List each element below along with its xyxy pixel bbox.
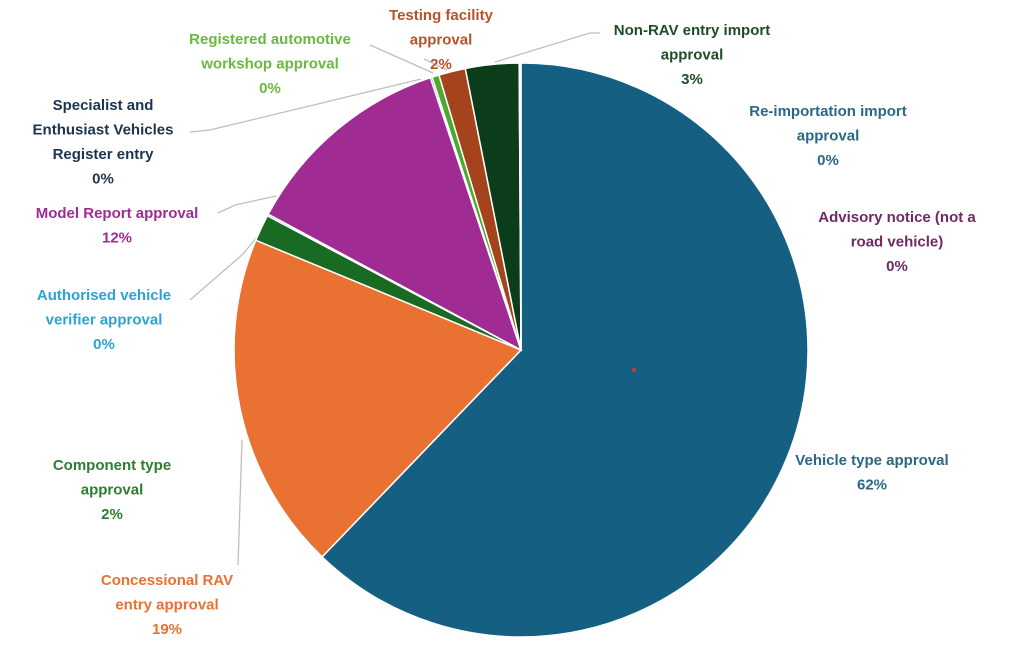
- slice-label-percent: 3%: [681, 71, 703, 88]
- slice-label-text: Re-importation import: [749, 103, 907, 120]
- slice-label-percent: 0%: [259, 80, 281, 97]
- slice-label-percent: 12%: [102, 230, 132, 247]
- slice-label-text: entry approval: [115, 597, 218, 614]
- slice-label-text: Non-RAV entry import: [614, 22, 770, 39]
- slice-label-text: verifier approval: [46, 312, 163, 329]
- slice-label-10: Advisory notice (not a road vehicle) 0%: [818, 209, 976, 275]
- slice-label-5: Specialist and Enthusiast Vehicles Registe…: [33, 97, 174, 188]
- slice-label-text: approval: [81, 482, 144, 499]
- slice-label-4: Model Report approval 12%: [36, 205, 199, 247]
- slice-label-text: approval: [410, 32, 473, 49]
- slice-label-text: Advisory notice (not a: [818, 209, 976, 226]
- slice-label-text: Concessional RAV: [101, 572, 233, 589]
- slice-labels: Vehicle type approval 62% Concessional RAV…: [33, 7, 977, 638]
- slice-label-percent: 0%: [817, 152, 839, 169]
- leader-line-5: [189, 78, 422, 133]
- slice-label-text: Authorised vehicle: [37, 287, 171, 304]
- slice-label-text: workshop approval: [200, 56, 339, 73]
- slice-label-1: Concessional RAV entry approval 19%: [101, 572, 233, 638]
- slice-label-8: Non-RAV entry import approval 3%: [614, 22, 770, 88]
- slice-label-percent: 0%: [886, 258, 908, 275]
- slice-label-text: Register entry: [53, 146, 155, 163]
- pie-slice-4: [267, 76, 523, 352]
- slice-label-percent: 0%: [93, 336, 115, 353]
- slice-label-text: Enthusiast Vehicles: [33, 122, 174, 139]
- slice-label-text: Component type: [53, 457, 171, 474]
- pie-slice-1: [233, 239, 523, 558]
- pie-slices: [233, 62, 809, 638]
- pie-slice-10: [519, 62, 522, 351]
- slice-label-percent: 19%: [152, 621, 182, 638]
- slice-label-percent: 0%: [92, 171, 114, 188]
- leader-line-1: [237, 439, 243, 566]
- slice-label-2: Component type approval 2%: [53, 457, 171, 523]
- slice-label-text: approval: [661, 47, 724, 64]
- slice-label-percent: 2%: [101, 506, 123, 523]
- slice-label-text: Model Report approval: [36, 205, 199, 222]
- slice-label-text: approval: [797, 128, 860, 145]
- slice-label-percent: 2%: [430, 56, 452, 73]
- slice-label-text: Specialist and: [53, 97, 154, 114]
- pie-slice-0: [321, 62, 809, 638]
- slice-label-text: Registered automotive: [189, 31, 351, 48]
- slice-label-9: Re-importation import approval 0%: [749, 103, 907, 169]
- slice-label-percent: 62%: [857, 477, 887, 494]
- slice-label-7: Testing facility approval 2%: [389, 7, 494, 73]
- slice-label-3: Authorised vehicle verifier approval 0%: [37, 287, 171, 353]
- slice-label-text: Vehicle type approval: [795, 452, 948, 469]
- slice-label-text: road vehicle): [851, 234, 944, 251]
- leader-line-6: [369, 44, 434, 74]
- slice-label-0: Vehicle type approval 62%: [795, 452, 948, 494]
- slice-label-text: Testing facility: [389, 7, 494, 24]
- leader-line-8: [494, 32, 600, 63]
- leader-line-4: [217, 195, 277, 214]
- leader-line-7: [423, 58, 448, 71]
- slice-label-6: Registered automotive workshop approval 0%: [189, 31, 351, 97]
- center-dot: [632, 368, 636, 372]
